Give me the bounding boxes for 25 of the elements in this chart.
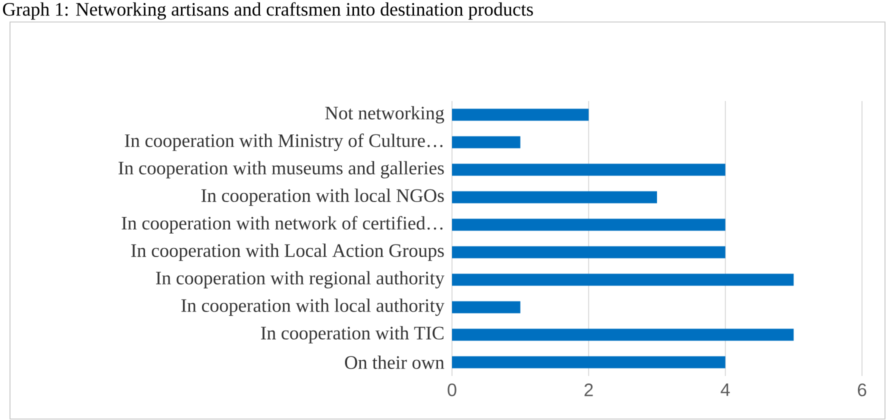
y-tick-label: In cooperation with regional authority <box>156 271 444 288</box>
x-tick-label: 0 <box>448 384 456 396</box>
text: Graph 1: Networking artisans and craftsmen into destination products <box>2 2 533 20</box>
y-tick-label: On their own <box>345 356 444 369</box>
y-tick-label: In cooperation with local authority <box>181 298 444 316</box>
bar <box>452 246 726 258</box>
x-tick-label: 6 <box>858 384 866 396</box>
y-tick-label: In cooperation with TIC <box>261 326 444 344</box>
x-tick-label: 4 <box>720 384 730 396</box>
y-tick-label: In cooperation with network of certified… <box>122 216 443 234</box>
bar <box>452 191 658 204</box>
bar <box>452 164 726 176</box>
bar <box>452 274 794 286</box>
y-tick-label: In cooperation with Ministry of Culture… <box>124 134 442 151</box>
bar <box>452 328 794 341</box>
bar <box>452 218 726 231</box>
y-tick-label: In cooperation with museums and galleries <box>118 161 444 178</box>
y-tick-label: In cooperation with Local Action Groups <box>131 244 444 261</box>
bar <box>452 136 520 148</box>
x-tick-label: 2 <box>584 384 593 396</box>
bar <box>452 108 589 121</box>
y-tick-label: In cooperation with local NGOs <box>201 188 444 206</box>
bar <box>452 356 726 368</box>
bar <box>452 301 520 314</box>
y-tick-label: Not networking <box>325 106 444 124</box>
